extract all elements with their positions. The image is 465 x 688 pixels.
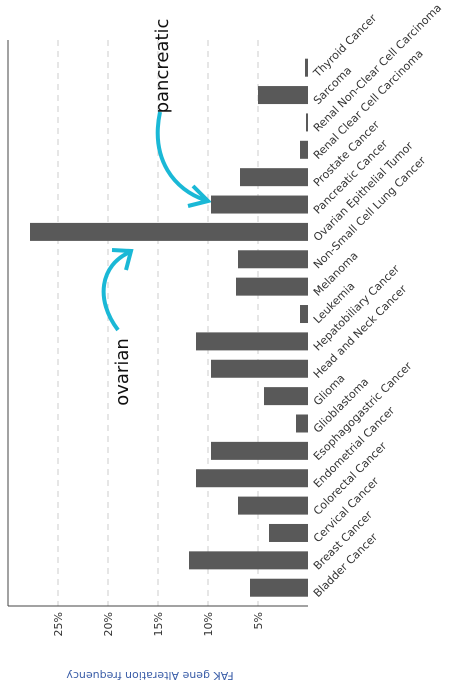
- bar: [189, 551, 308, 570]
- bar: [238, 250, 308, 269]
- bar: [296, 414, 308, 433]
- bar: [305, 58, 308, 77]
- bar: [250, 578, 308, 597]
- x-tick-label: 15%: [152, 612, 165, 636]
- bar: [269, 523, 308, 542]
- arrow: [101, 250, 131, 332]
- bar: [238, 496, 308, 515]
- annotation: pancreatic: [152, 19, 173, 114]
- x-tick-label: 5%: [252, 612, 265, 629]
- arrow-head: [187, 184, 212, 208]
- bar: [196, 469, 308, 488]
- arrow: [155, 111, 206, 202]
- bar: [211, 195, 308, 214]
- bar: [264, 387, 308, 406]
- bar: [211, 359, 308, 378]
- x-tick-label: 10%: [202, 612, 215, 636]
- bar: [211, 441, 308, 460]
- x-tick-label: 25%: [52, 612, 65, 636]
- bar: [300, 140, 308, 159]
- bar: [258, 86, 308, 105]
- bar: [196, 332, 308, 351]
- bar: [236, 277, 308, 296]
- annotation: ovarian: [112, 338, 133, 406]
- bar: [306, 113, 308, 132]
- bar: [30, 222, 308, 241]
- x-tick-label: 20%: [102, 612, 115, 636]
- bar: [240, 168, 308, 187]
- bar: [300, 305, 308, 324]
- arrow-head: [111, 248, 134, 271]
- x-axis-label: FAK gene Alteration frequency: [66, 669, 234, 682]
